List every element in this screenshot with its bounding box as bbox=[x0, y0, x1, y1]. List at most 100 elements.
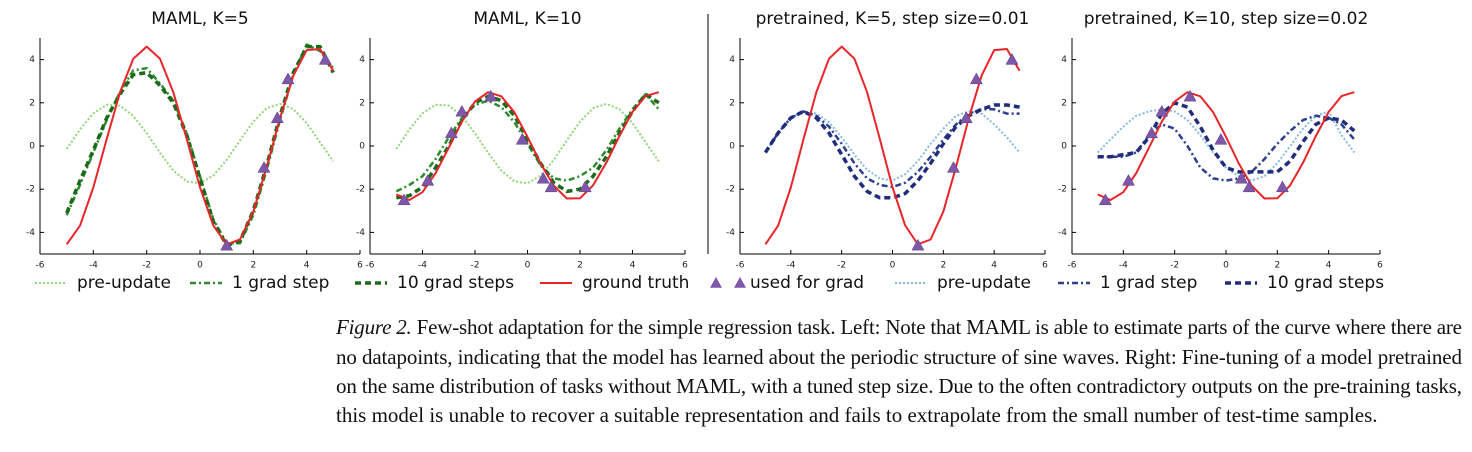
data-point bbox=[1145, 126, 1158, 139]
chart-title: pretrained, K=5, step size=0.01 bbox=[756, 9, 1030, 29]
x-tick-label: 6 bbox=[357, 261, 363, 271]
y-tick-label: 2 bbox=[1061, 98, 1067, 108]
data-point bbox=[421, 174, 435, 186]
data-point bbox=[947, 161, 960, 173]
series-line bbox=[1097, 101, 1356, 174]
series-line bbox=[763, 103, 1020, 200]
series-line bbox=[1097, 114, 1356, 182]
x-tick-label: -4 bbox=[418, 261, 427, 271]
caption-label: Figure 2. bbox=[335, 315, 412, 339]
data-point bbox=[455, 104, 469, 117]
series-line bbox=[764, 110, 1021, 182]
x-tick-label: 6 bbox=[1042, 261, 1048, 271]
data-point bbox=[220, 238, 234, 251]
legend-label: 1 grad step bbox=[232, 273, 329, 293]
data-point bbox=[536, 171, 550, 184]
data-point bbox=[1183, 89, 1197, 102]
series-line bbox=[65, 44, 335, 248]
y-tick-label: 4 bbox=[1061, 55, 1067, 65]
x-tick-label: -4 bbox=[786, 261, 795, 271]
y-tick-label: 2 bbox=[359, 98, 365, 108]
legend-marker bbox=[734, 277, 746, 288]
legend-label: used for grad bbox=[750, 273, 864, 293]
data-point bbox=[1098, 193, 1112, 206]
series-line bbox=[764, 108, 1020, 189]
y-tick-label: 4 bbox=[29, 55, 35, 65]
x-tick-label: 6 bbox=[1377, 261, 1383, 271]
x-tick-label: -2 bbox=[837, 261, 846, 271]
series-line bbox=[764, 45, 1021, 246]
data-point bbox=[1234, 171, 1248, 184]
y-tick-label: -2 bbox=[26, 185, 35, 195]
x-tick-label: 0 bbox=[525, 261, 531, 271]
data-point bbox=[1005, 53, 1019, 65]
legend-label: 10 grad steps bbox=[1267, 273, 1384, 293]
x-tick-label: -6 bbox=[1068, 261, 1077, 271]
series-line bbox=[396, 92, 660, 200]
y-tick-label: -4 bbox=[26, 228, 35, 238]
data-point bbox=[444, 126, 458, 139]
y-tick-label: -2 bbox=[1058, 185, 1067, 195]
legend-label: pre-update bbox=[937, 273, 1031, 293]
legend-label: 10 grad steps bbox=[397, 273, 514, 293]
y-tick-label: 0 bbox=[729, 142, 735, 152]
data-point bbox=[270, 111, 284, 123]
data-point bbox=[544, 180, 558, 193]
data-point bbox=[911, 238, 925, 251]
x-tick-label: 0 bbox=[1223, 261, 1229, 271]
series-line bbox=[1097, 91, 1355, 201]
y-tick-label: 0 bbox=[1061, 142, 1067, 152]
data-point bbox=[281, 72, 295, 85]
legend-label: 1 grad step bbox=[1100, 273, 1197, 293]
x-tick-label: 0 bbox=[197, 261, 203, 271]
y-tick-label: -2 bbox=[726, 185, 735, 195]
x-tick-label: 0 bbox=[890, 261, 896, 271]
x-tick-label: 4 bbox=[1326, 261, 1332, 271]
data-point bbox=[1122, 174, 1135, 186]
caption-line: Figure 2. Few-shot adaptation for the si… bbox=[335, 315, 1462, 339]
caption-line: this model is unable to recover a suitab… bbox=[336, 403, 1378, 427]
data-point bbox=[959, 111, 973, 123]
data-point bbox=[515, 133, 529, 145]
chart-title: pretrained, K=10, step size=0.02 bbox=[1084, 9, 1369, 29]
legend-label: ground truth bbox=[582, 273, 689, 293]
data-point bbox=[1214, 133, 1228, 145]
caption-line: no datapoints, indicating that the model… bbox=[336, 345, 1463, 369]
caption-text: Few-shot adaptation for the simple regre… bbox=[417, 315, 1462, 339]
y-tick-label: -4 bbox=[1058, 228, 1067, 238]
y-tick-label: 4 bbox=[359, 55, 365, 65]
chart-title: MAML, K=5 bbox=[151, 9, 248, 29]
x-tick-label: 6 bbox=[682, 261, 688, 271]
y-tick-label: -4 bbox=[726, 228, 735, 238]
x-tick-label: 4 bbox=[304, 261, 310, 271]
x-tick-label: -6 bbox=[736, 261, 745, 271]
x-tick-label: -6 bbox=[36, 261, 45, 271]
x-tick-label: 2 bbox=[577, 261, 583, 271]
series-line bbox=[1096, 108, 1356, 182]
x-tick-label: -2 bbox=[142, 261, 151, 271]
y-tick-label: 4 bbox=[729, 55, 735, 65]
legend-marker bbox=[710, 277, 722, 288]
y-tick-label: 2 bbox=[29, 98, 35, 108]
y-tick-label: 0 bbox=[359, 142, 365, 152]
caption-line: on the same distribution of tasks withou… bbox=[336, 374, 1462, 398]
data-point bbox=[1242, 180, 1256, 193]
x-tick-label: -2 bbox=[471, 261, 480, 271]
x-tick-label: 4 bbox=[991, 261, 997, 271]
data-point bbox=[578, 180, 592, 193]
data-point bbox=[257, 161, 271, 173]
x-tick-label: 2 bbox=[1274, 261, 1280, 271]
data-point bbox=[1276, 180, 1289, 193]
chart-title: MAML, K=10 bbox=[473, 9, 581, 29]
data-point bbox=[484, 89, 498, 102]
x-tick-label: -4 bbox=[1119, 261, 1128, 271]
data-point bbox=[397, 193, 411, 206]
x-tick-label: -4 bbox=[89, 261, 98, 271]
data-point bbox=[969, 72, 983, 85]
data-point bbox=[1155, 104, 1169, 117]
series-line bbox=[395, 91, 660, 201]
x-tick-label: 2 bbox=[940, 261, 946, 271]
y-tick-label: 0 bbox=[29, 142, 35, 152]
x-tick-label: 4 bbox=[630, 261, 636, 271]
